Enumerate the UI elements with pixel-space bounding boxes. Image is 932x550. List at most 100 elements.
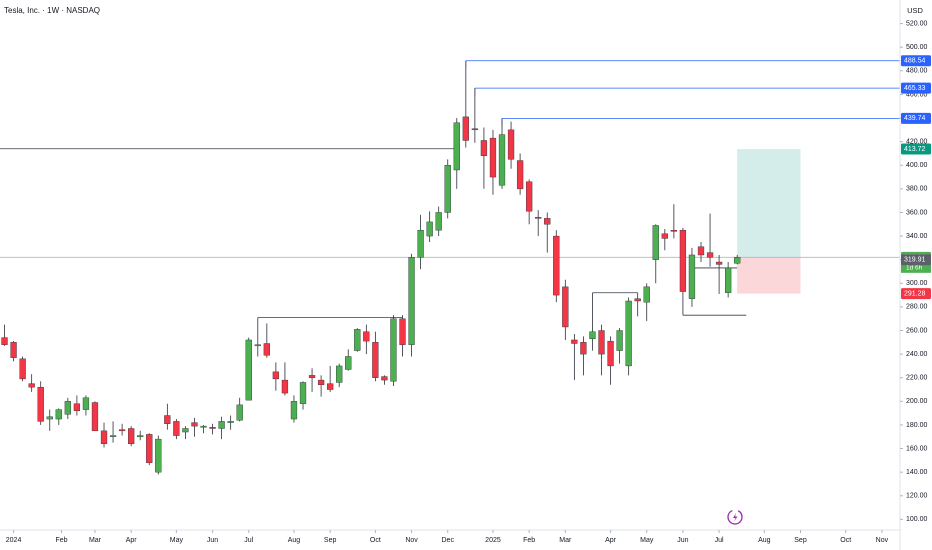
candle-body xyxy=(408,257,415,345)
candle-body xyxy=(616,330,623,351)
candle-body xyxy=(516,160,524,190)
candle-body xyxy=(46,416,53,420)
symbol-title: Tesla, Inc. · 1W · NASDAQ xyxy=(4,6,100,15)
candle-body xyxy=(489,137,497,178)
candle-body xyxy=(308,375,316,378)
candle-body xyxy=(453,122,460,171)
candle-body xyxy=(236,404,243,421)
candle-body xyxy=(28,383,35,388)
candle-body xyxy=(734,257,741,264)
target-zone xyxy=(737,149,801,258)
level-label-bg xyxy=(901,55,931,67)
candle-body xyxy=(73,403,81,411)
y-tick-label: 380.00 xyxy=(906,186,928,193)
candle-body xyxy=(688,254,696,299)
candle-body xyxy=(281,379,289,394)
candle-body xyxy=(580,342,587,355)
candle-body xyxy=(544,218,551,225)
candle-body xyxy=(317,379,325,386)
candle-body xyxy=(372,342,379,378)
x-tick-label: Jun xyxy=(677,537,688,544)
candle-body xyxy=(19,358,26,380)
level-label-bg xyxy=(901,112,931,124)
candle-body xyxy=(725,267,732,293)
candle-body xyxy=(91,402,99,432)
x-tick-label: May xyxy=(170,537,184,544)
candle-body xyxy=(435,212,442,231)
candle-body xyxy=(643,286,650,303)
candle-body xyxy=(697,246,705,256)
y-tick-label: 460.00 xyxy=(906,91,928,98)
candle-body xyxy=(164,415,171,424)
candle-body xyxy=(109,435,117,437)
candle-body xyxy=(299,382,307,404)
y-tick-label: 520.00 xyxy=(906,20,928,27)
x-tick-label: Sep xyxy=(794,537,807,544)
countdown-bg xyxy=(901,262,931,273)
candle-body xyxy=(553,235,560,296)
x-tick-label: Oct xyxy=(840,537,851,544)
y-tick-label: 160.00 xyxy=(906,445,928,452)
candle-body xyxy=(327,383,334,390)
candle-body xyxy=(715,261,723,265)
candle-body xyxy=(200,425,207,428)
y-tick-label: 500.00 xyxy=(906,44,928,51)
y-tick-label: 420.00 xyxy=(906,138,928,145)
candle-body xyxy=(55,409,62,420)
candle-body xyxy=(272,371,280,380)
x-tick-label: 2025 xyxy=(485,537,501,544)
candle-body xyxy=(100,430,108,445)
x-tick-label: Aug xyxy=(288,537,301,544)
level-label-bg xyxy=(901,82,931,94)
y-tick-label: 180.00 xyxy=(906,422,928,429)
y-tick-label: 220.00 xyxy=(906,375,928,382)
plot-area xyxy=(0,60,900,475)
candle-body xyxy=(390,318,397,382)
candle-body xyxy=(82,397,90,410)
y-tick-label: 340.00 xyxy=(906,233,928,240)
candle-body xyxy=(462,116,469,141)
candle-body xyxy=(571,339,578,344)
candle-body xyxy=(444,165,451,213)
x-tick-label: Feb xyxy=(523,537,535,544)
x-tick-label: Sep xyxy=(324,537,337,544)
x-tick-label: Mar xyxy=(89,537,102,544)
x-tick-label: Jul xyxy=(715,537,724,544)
x-tick-label: Nov xyxy=(876,537,889,544)
y-tick-label: 200.00 xyxy=(906,398,928,405)
candle-body xyxy=(426,221,433,237)
x-tick-label: Dec xyxy=(442,537,455,544)
y-tick-label: 480.00 xyxy=(906,68,928,75)
y-tick-label: 360.00 xyxy=(906,209,928,216)
x-tick-label: Mar xyxy=(559,537,572,544)
candle-body xyxy=(589,331,596,339)
candle-body xyxy=(10,342,17,358)
candle-body xyxy=(128,428,135,445)
candle-body xyxy=(263,343,270,356)
candle-body xyxy=(670,229,678,232)
x-tick-label: May xyxy=(640,537,654,544)
y-tick-label: 280.00 xyxy=(906,304,928,311)
candle-body xyxy=(1,337,8,345)
logo-icon[interactable] xyxy=(727,509,743,525)
x-tick-label: Nov xyxy=(405,537,418,544)
candle-body xyxy=(227,421,234,423)
candle-body xyxy=(182,428,189,433)
marker-label: 319.91 xyxy=(904,257,926,264)
x-tick-label: Jun xyxy=(207,537,218,544)
level-label: 465.33 xyxy=(904,85,926,92)
level-label: 488.54 xyxy=(904,58,926,65)
candle-body xyxy=(354,329,361,351)
candle-body xyxy=(526,181,533,212)
candle-body xyxy=(417,229,424,258)
candle-body xyxy=(245,339,252,401)
x-tick-label: Apr xyxy=(126,537,138,544)
marker-label-bg xyxy=(901,254,931,266)
candle-body xyxy=(471,128,479,131)
candle-body xyxy=(137,435,144,437)
y-tick-label: 260.00 xyxy=(906,327,928,334)
candle-body xyxy=(507,129,515,160)
candle-body xyxy=(480,140,488,157)
